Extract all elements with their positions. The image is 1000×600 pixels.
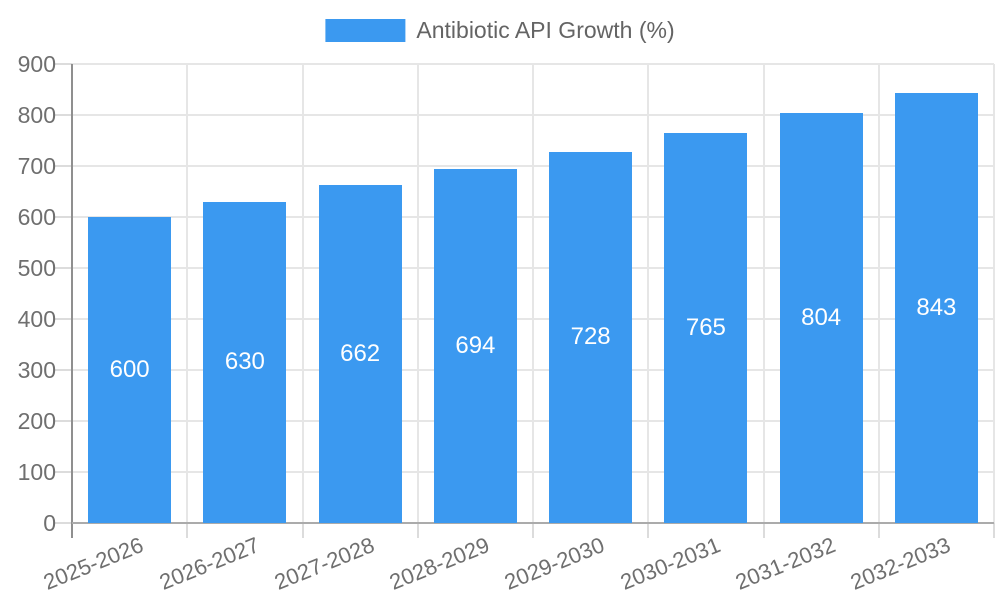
bar[interactable] bbox=[433, 169, 517, 523]
x-tick-mark bbox=[762, 523, 765, 538]
bar[interactable] bbox=[88, 217, 172, 523]
bar[interactable] bbox=[664, 132, 748, 523]
y-tick-label: 900 bbox=[17, 51, 56, 77]
legend-label: Antibiotic API Growth (%) bbox=[416, 17, 675, 43]
x-gridline bbox=[877, 64, 880, 523]
y-tick-mark bbox=[55, 114, 72, 116]
x-tick-mark bbox=[416, 523, 419, 538]
x-tick-label: 2027-2028 bbox=[270, 532, 378, 595]
bar-value-label: 728 bbox=[570, 323, 611, 351]
x-gridline bbox=[532, 64, 534, 523]
bar-value-label: 662 bbox=[340, 340, 381, 368]
bar[interactable] bbox=[894, 93, 978, 523]
x-tick-label: 2025-2026 bbox=[40, 532, 148, 595]
x-tick-mark bbox=[301, 523, 304, 538]
x-axis-line bbox=[72, 522, 994, 524]
y-tick-label: 800 bbox=[17, 102, 56, 128]
y-tick-mark bbox=[55, 216, 72, 218]
x-tick-mark bbox=[993, 523, 995, 538]
y-tick-label: 700 bbox=[17, 153, 56, 179]
x-gridline bbox=[416, 64, 419, 523]
legend-swatch bbox=[325, 19, 406, 42]
x-gridline bbox=[993, 64, 995, 523]
y-axis-line bbox=[71, 64, 73, 538]
x-tick-mark bbox=[532, 523, 534, 538]
bar-value-label: 600 bbox=[109, 356, 150, 383]
x-gridline bbox=[301, 64, 304, 523]
y-tick-label: 400 bbox=[17, 306, 56, 332]
y-tick-mark bbox=[55, 522, 72, 524]
y-tick-mark bbox=[55, 471, 72, 473]
x-tick-label: 2031-2032 bbox=[731, 532, 839, 595]
x-tick-mark bbox=[186, 523, 189, 538]
y-tick-mark bbox=[55, 63, 72, 65]
x-tick-mark bbox=[877, 523, 880, 538]
y-tick-mark bbox=[55, 267, 72, 269]
y-tick-label: 0 bbox=[43, 510, 56, 536]
x-tick-mark bbox=[647, 523, 650, 538]
x-tick-label: 2029-2030 bbox=[501, 532, 609, 595]
bar[interactable] bbox=[549, 151, 633, 523]
y-tick-label: 600 bbox=[17, 204, 56, 230]
bar-value-label: 694 bbox=[455, 332, 496, 360]
y-tick-label: 500 bbox=[17, 255, 56, 281]
legend[interactable]: Antibiotic API Growth (%) bbox=[325, 17, 675, 44]
x-tick-label: 2028-2029 bbox=[386, 532, 493, 595]
x-gridline bbox=[762, 64, 765, 523]
y-tick-label: 200 bbox=[17, 408, 56, 434]
x-tick-label: 2030-2031 bbox=[616, 532, 724, 595]
bar-value-label: 804 bbox=[801, 303, 842, 331]
x-tick-label: 2032-2033 bbox=[847, 532, 954, 595]
bar[interactable] bbox=[318, 185, 402, 523]
y-tick-mark bbox=[55, 420, 72, 422]
bar-value-label: 843 bbox=[916, 294, 957, 322]
x-gridline bbox=[647, 64, 650, 523]
y-tick-mark bbox=[55, 369, 72, 371]
x-gridline bbox=[186, 64, 189, 523]
bar-value-label: 765 bbox=[685, 313, 726, 341]
y-tick-label: 300 bbox=[17, 357, 56, 383]
y-tick-mark bbox=[55, 318, 72, 320]
bar[interactable] bbox=[779, 112, 863, 523]
bar[interactable] bbox=[203, 201, 287, 523]
x-tick-label: 2026-2027 bbox=[155, 532, 263, 595]
bar-value-label: 630 bbox=[224, 348, 265, 376]
y-tick-mark bbox=[55, 165, 72, 167]
y-tick-label: 100 bbox=[17, 459, 56, 485]
